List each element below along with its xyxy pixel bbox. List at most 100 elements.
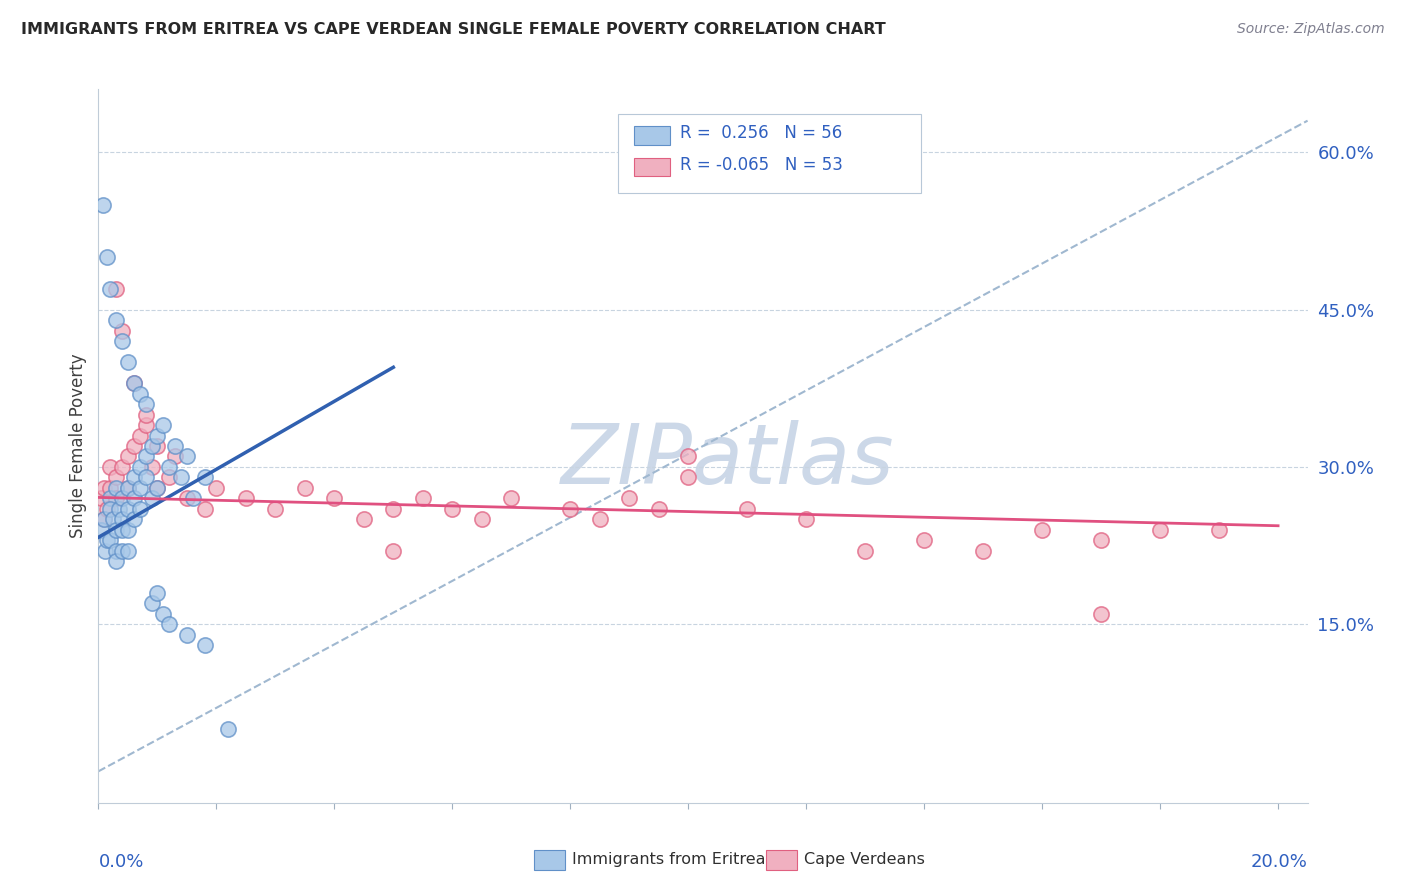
Point — [294, 481, 316, 495]
Point — [1031, 523, 1053, 537]
Point — [98, 491, 121, 506]
Text: Source: ZipAtlas.com: Source: ZipAtlas.com — [1237, 22, 1385, 37]
Point — [135, 397, 157, 411]
Text: 20.0%: 20.0% — [1251, 853, 1308, 871]
Point — [122, 376, 145, 390]
Point — [323, 491, 346, 506]
Point — [98, 460, 121, 475]
Point — [117, 355, 139, 369]
Y-axis label: Single Female Poverty: Single Female Poverty — [69, 354, 87, 538]
Point — [117, 450, 139, 464]
Point — [96, 502, 118, 516]
Point — [135, 417, 157, 432]
Point — [93, 512, 115, 526]
Point — [105, 470, 128, 484]
Text: IMMIGRANTS FROM ERITREA VS CAPE VERDEAN SINGLE FEMALE POVERTY CORRELATION CHART: IMMIGRANTS FROM ERITREA VS CAPE VERDEAN … — [21, 22, 886, 37]
FancyBboxPatch shape — [619, 114, 921, 193]
Point — [353, 512, 375, 526]
Bar — [634, 127, 671, 145]
Point — [93, 512, 115, 526]
Point — [141, 596, 163, 610]
Point — [382, 544, 405, 558]
Text: R = -0.065   N = 53: R = -0.065 N = 53 — [681, 156, 844, 174]
Point — [117, 502, 139, 516]
Point — [101, 512, 124, 526]
Point — [93, 481, 115, 495]
Point — [152, 417, 174, 432]
Point — [157, 617, 180, 632]
Point — [471, 512, 494, 526]
Point — [648, 502, 671, 516]
Point — [128, 428, 150, 442]
Point — [108, 502, 131, 516]
Point — [128, 460, 150, 475]
Point — [98, 282, 121, 296]
Point — [105, 313, 128, 327]
Point — [735, 502, 758, 516]
Point — [96, 250, 118, 264]
Point — [128, 481, 150, 495]
Point — [141, 439, 163, 453]
Point — [128, 502, 150, 516]
Point — [105, 554, 128, 568]
Point — [141, 460, 163, 475]
Point — [122, 512, 145, 526]
Point — [111, 512, 134, 526]
Point — [205, 481, 228, 495]
Point — [678, 450, 700, 464]
Point — [122, 376, 145, 390]
Point — [194, 502, 217, 516]
Point — [146, 481, 169, 495]
Point — [117, 481, 139, 495]
Point — [165, 450, 187, 464]
Point — [1208, 523, 1230, 537]
Text: R =  0.256   N = 56: R = 0.256 N = 56 — [681, 125, 842, 143]
Point — [128, 386, 150, 401]
Point — [678, 470, 700, 484]
Point — [589, 512, 612, 526]
Point — [105, 282, 128, 296]
Point — [135, 450, 157, 464]
Point — [264, 502, 287, 516]
Point — [105, 544, 128, 558]
Point — [235, 491, 257, 506]
Point — [194, 470, 217, 484]
Point — [117, 523, 139, 537]
Point — [176, 450, 198, 464]
Point — [853, 544, 876, 558]
Point — [176, 491, 198, 506]
Point — [94, 544, 117, 558]
Point — [111, 460, 134, 475]
Point — [111, 324, 134, 338]
Point — [152, 607, 174, 621]
Point — [794, 512, 817, 526]
Point — [1090, 533, 1112, 548]
Point — [176, 628, 198, 642]
Point — [141, 491, 163, 506]
Point — [972, 544, 994, 558]
Point — [117, 544, 139, 558]
Point — [122, 491, 145, 506]
Point — [122, 470, 145, 484]
Point — [501, 491, 523, 506]
Point — [146, 439, 169, 453]
Point — [441, 502, 464, 516]
Point — [217, 723, 239, 737]
Point — [170, 470, 193, 484]
Text: ZIPatlas: ZIPatlas — [561, 420, 894, 500]
Point — [560, 502, 582, 516]
Point — [98, 481, 121, 495]
Point — [146, 481, 169, 495]
Point — [181, 491, 204, 506]
Point — [91, 197, 114, 211]
Point — [382, 502, 405, 516]
Point — [135, 408, 157, 422]
Point — [105, 481, 128, 495]
Point — [912, 533, 935, 548]
Point — [157, 470, 180, 484]
Text: 0.0%: 0.0% — [98, 853, 143, 871]
Point — [111, 544, 134, 558]
Point — [98, 533, 121, 548]
Point — [146, 428, 169, 442]
Point — [619, 491, 641, 506]
